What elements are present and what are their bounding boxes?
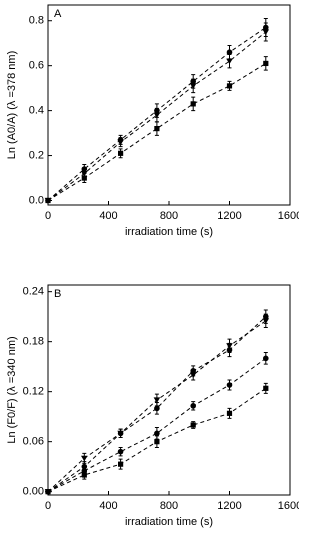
data-point (154, 405, 160, 412)
x-tick-label: 400 (99, 210, 117, 222)
data-point (154, 125, 160, 132)
data-point (45, 197, 51, 204)
y-tick-label: 0.18 (23, 336, 44, 348)
data-point (262, 29, 270, 35)
panel-label: A (54, 8, 62, 20)
data-point (154, 430, 160, 437)
data-point (153, 112, 161, 119)
y-axis-label: Ln (F0/F) (λ =340 nm) (6, 336, 18, 443)
x-tick-label: 400 (99, 500, 117, 512)
data-point (263, 385, 269, 391)
x-tick-label: 1200 (217, 210, 241, 222)
y-tick-label: 0.06 (23, 436, 44, 448)
data-point (262, 318, 270, 324)
data-point (190, 403, 196, 409)
data-point (81, 455, 88, 462)
data-point (263, 60, 269, 67)
fit-line (47, 357, 267, 493)
data-point (154, 439, 160, 445)
data-point (117, 448, 124, 455)
data-point (226, 58, 233, 65)
data-point (118, 461, 124, 467)
data-point (189, 372, 197, 378)
x-axis-label: irradiation time (s) (125, 516, 213, 528)
data-point (226, 382, 233, 388)
data-point (117, 139, 124, 146)
data-point (190, 101, 196, 107)
x-tick-label: 1200 (217, 500, 241, 512)
y-tick-label: 0.00 (23, 486, 44, 498)
y-tick-label: 0.6 (29, 60, 44, 72)
data-point (226, 343, 233, 349)
x-tick-label: 800 (160, 500, 178, 512)
x-tick-label: 800 (160, 210, 178, 222)
x-axis-label: irradiation time (s) (125, 226, 213, 238)
data-point (118, 150, 124, 156)
data-point (263, 355, 269, 362)
data-point (226, 410, 233, 416)
data-point (45, 489, 51, 495)
data-point (190, 422, 196, 428)
data-point (189, 83, 197, 89)
data-point (81, 472, 87, 478)
x-tick-label: 0 (45, 210, 51, 222)
x-tick-label: 0 (45, 500, 51, 512)
y-tick-label: 0.0 (29, 194, 44, 206)
data-point (226, 83, 233, 89)
data-point (81, 175, 87, 181)
data-point (226, 49, 233, 55)
y-tick-label: 0.12 (23, 386, 44, 398)
y-axis-label: Ln (A0/A) (λ =378 nm) (6, 51, 18, 160)
data-point (153, 397, 161, 403)
y-tick-label: 0.8 (29, 15, 44, 27)
y-tick-label: 0.4 (29, 105, 44, 117)
y-tick-label: 0.2 (29, 149, 44, 161)
data-point (117, 430, 124, 437)
y-tick-label: 0.24 (23, 286, 44, 298)
panel-label: B (54, 288, 61, 300)
